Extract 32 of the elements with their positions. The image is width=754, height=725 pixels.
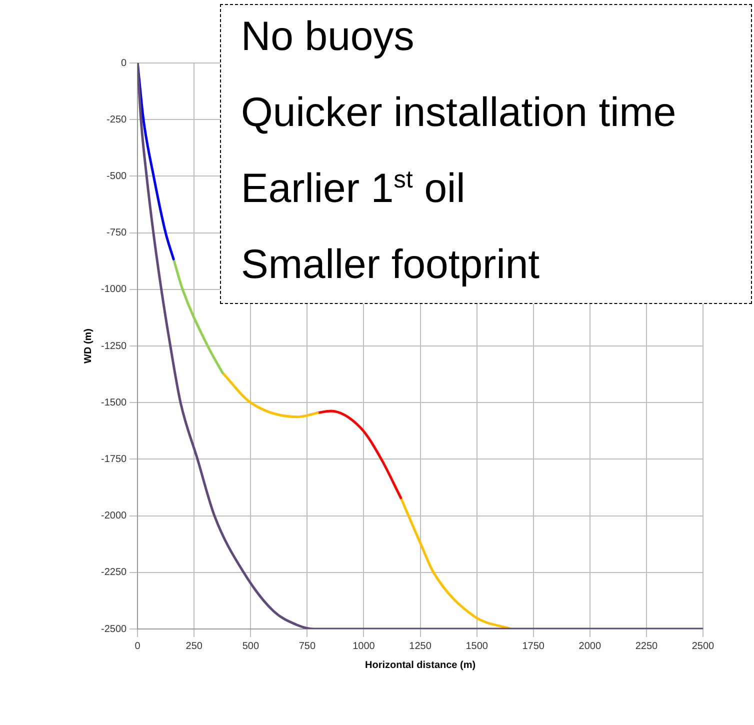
y-tick-label: 0 — [121, 58, 128, 69]
x-tick-label: 1500 — [466, 640, 488, 652]
line-series — [316, 410, 402, 500]
x-tick-label: 750 — [298, 640, 316, 652]
y-axis-title: WD (m) — [82, 328, 94, 364]
x-tick-label: 1250 — [409, 640, 432, 652]
x-tick-label: 1000 — [352, 640, 376, 652]
line-series — [400, 496, 512, 629]
y-tick-label: -750 — [106, 228, 128, 239]
y-tick-label: -1500 — [101, 397, 128, 408]
line-series — [221, 372, 319, 418]
y-tick-label: -250 — [106, 114, 128, 126]
annotation: Earlier 1$^{st}$ oil — [241, 165, 466, 211]
x-tick-label: 2000 — [578, 640, 602, 652]
y-tick-label: -2000 — [101, 510, 128, 522]
annotation: Smaller footprint — [241, 241, 541, 287]
x-tick-label: 250 — [186, 640, 203, 652]
x-axis-title: Horizontal distance (m) — [365, 660, 476, 671]
text-box: No buoys Quicker installation time Earlier 1$^{st}$ oil Smaller footprint — [220, 4, 752, 304]
x-tick-label: 0 — [134, 640, 141, 652]
y-tick-label: -1750 — [101, 454, 128, 465]
y-tick-label: -2250 — [101, 567, 128, 578]
y-tick-label: -1000 — [101, 284, 128, 296]
annotation: Quicker installation time — [241, 89, 678, 135]
x-tick-label: 2500 — [692, 640, 715, 652]
line-series — [172, 258, 224, 374]
y-tick-label: -500 — [106, 170, 128, 182]
y-tick-label: -1250 — [101, 340, 128, 352]
x-tick-label: 1750 — [522, 640, 545, 652]
y-tick-label: -2500 — [101, 624, 128, 635]
x-tick-label: 500 — [242, 640, 260, 652]
x-tick-label: 2250 — [635, 640, 658, 652]
